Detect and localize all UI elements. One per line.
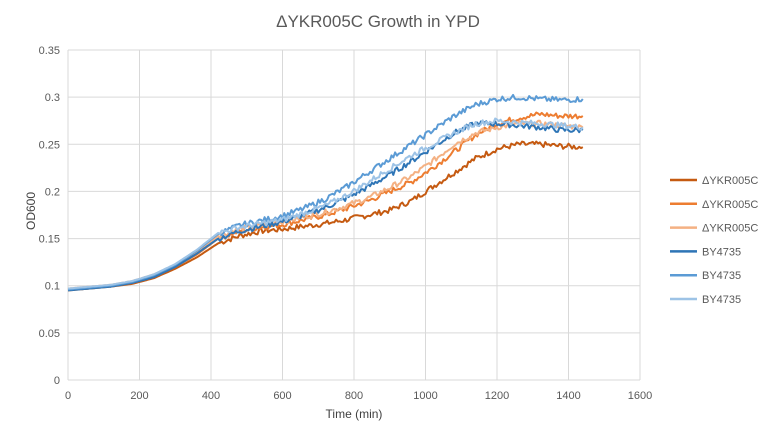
y-tick-label: 0.05: [39, 328, 60, 340]
legend-item: BY4735: [670, 270, 741, 282]
chart-title: ΔYKR005C Growth in YPD: [276, 12, 480, 31]
y-tick-label: 0.35: [39, 45, 60, 57]
x-tick-label: 800: [345, 390, 363, 402]
legend: ΔYKR005C ΔYKR005C ΔYKR005C BY4735 BY4735 BY47…: [670, 175, 758, 306]
legend-item: ΔYKR005C: [670, 199, 758, 211]
x-axis-title: Time (min): [326, 407, 383, 421]
series-line-6: [67, 117, 584, 290]
legend-label: BY4735: [702, 246, 741, 258]
y-tick-label: 0.25: [39, 139, 60, 151]
legend-label: ΔYKR005C: [702, 223, 758, 235]
x-tick-label: 200: [130, 390, 148, 402]
legend-item: BY4735: [670, 246, 741, 258]
legend-label: ΔYKR005C: [702, 175, 758, 187]
legend-label: BY4735: [702, 270, 741, 282]
y-tick-label: 0.15: [39, 234, 60, 246]
legend-item: ΔYKR005C: [670, 223, 758, 235]
x-tick-label: 0: [65, 390, 71, 402]
x-tick-label: 1000: [413, 390, 437, 402]
legend-item: ΔYKR005C: [670, 175, 758, 187]
x-tick-label: 1400: [556, 390, 580, 402]
legend-label: ΔYKR005C: [702, 199, 758, 211]
x-tick-label: 600: [273, 390, 291, 402]
x-tick-label: 400: [202, 390, 220, 402]
legend-item: BY4735: [670, 294, 741, 306]
y-axis-title: OD600: [24, 192, 38, 230]
series-lines: [67, 93, 584, 292]
x-tick-label: 1200: [485, 390, 509, 402]
y-tick-label: 0.3: [45, 92, 60, 104]
x-axis-ticks: 0 200 400 600 800 1000 1200 1400 1600: [65, 390, 652, 402]
y-tick-label: 0.2: [45, 186, 60, 198]
legend-label: BY4735: [702, 294, 741, 306]
y-tick-label: 0: [54, 375, 60, 387]
y-tick-label: 0.1: [45, 281, 60, 293]
series-line-4: [67, 120, 584, 292]
y-axis-ticks: 0 0.05 0.1 0.15 0.2 0.25 0.3 0.35: [39, 45, 60, 387]
x-tick-label: 1600: [628, 390, 652, 402]
